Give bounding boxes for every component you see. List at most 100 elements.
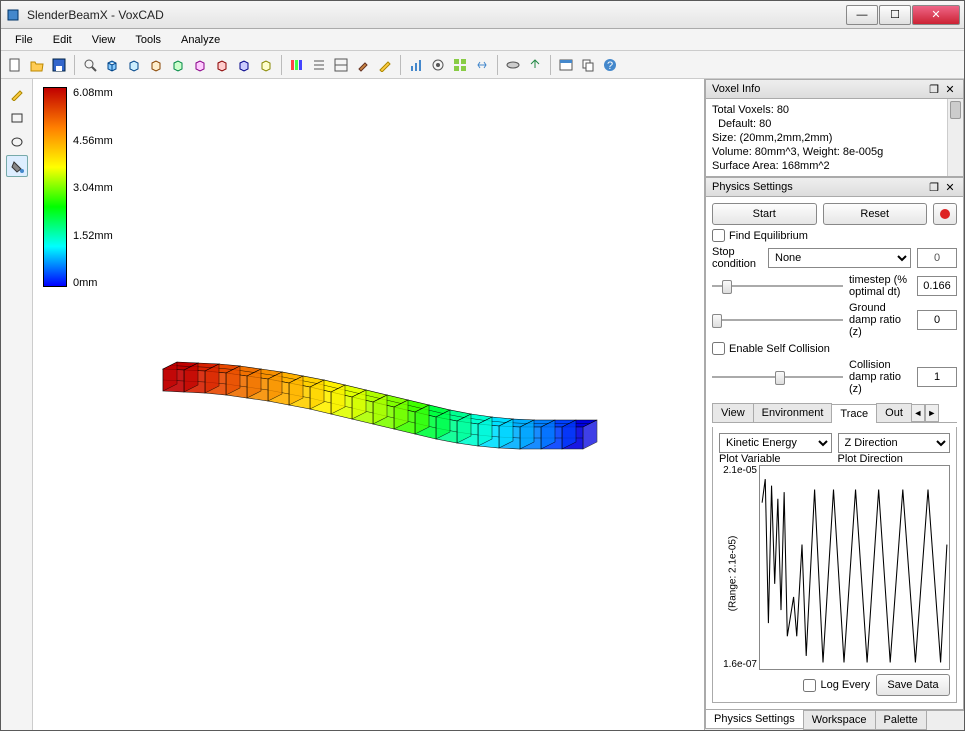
save-data-button[interactable]: Save Data bbox=[876, 674, 950, 696]
app-window: SlenderBeamX - VoxCAD — ☐ ✕ File Edit Vi… bbox=[0, 0, 965, 731]
tab-view[interactable]: View bbox=[712, 403, 754, 422]
cube4-icon[interactable] bbox=[168, 55, 188, 75]
voxel-info-line: Default: 80 bbox=[712, 117, 957, 131]
maximize-button[interactable]: ☐ bbox=[879, 5, 911, 25]
plot-direction-label: Plot Direction bbox=[838, 453, 951, 465]
pencil2-icon[interactable] bbox=[375, 55, 395, 75]
tab-trace[interactable]: Trace bbox=[831, 404, 877, 423]
brush-icon[interactable] bbox=[353, 55, 373, 75]
voxel-info-header[interactable]: Voxel Info ❐ ✕ bbox=[705, 79, 964, 99]
app-icon bbox=[5, 7, 21, 23]
window-icon[interactable] bbox=[556, 55, 576, 75]
menubar: File Edit View Tools Analyze bbox=[1, 29, 964, 51]
disk-icon[interactable] bbox=[503, 55, 523, 75]
start-button[interactable]: Start bbox=[712, 203, 817, 225]
ground-damp-value[interactable] bbox=[917, 310, 957, 330]
physics-title: Physics Settings bbox=[712, 181, 793, 193]
voxel-info-body: Total Voxels: 80 Default: 80 Size: (20mm… bbox=[705, 99, 964, 177]
voxel-info-title: Voxel Info bbox=[712, 83, 760, 95]
help-icon[interactable]: ? bbox=[600, 55, 620, 75]
color-legend: 6.08mm 4.56mm 3.04mm 1.52mm 0mm bbox=[43, 87, 113, 289]
tab-environment[interactable]: Environment bbox=[753, 403, 833, 422]
voxel-info-line: Size: (20mm,2mm,2mm) bbox=[712, 131, 957, 145]
cube3-icon[interactable] bbox=[146, 55, 166, 75]
chart-icon[interactable] bbox=[406, 55, 426, 75]
svg-text:?: ? bbox=[607, 60, 613, 72]
timestep-slider[interactable] bbox=[712, 278, 843, 294]
minimize-button[interactable]: — bbox=[846, 5, 878, 25]
tab-workspace[interactable]: Workspace bbox=[803, 711, 876, 730]
voxel-info-scrollbar[interactable] bbox=[947, 99, 963, 176]
menu-analyze[interactable]: Analyze bbox=[171, 32, 230, 48]
open-icon[interactable] bbox=[27, 55, 47, 75]
menu-view[interactable]: View bbox=[82, 32, 126, 48]
cube2-icon[interactable] bbox=[124, 55, 144, 75]
link-icon[interactable] bbox=[472, 55, 492, 75]
find-equilibrium-checkbox[interactable]: Find Equilibrium bbox=[712, 229, 957, 242]
toolbar: ? bbox=[1, 51, 964, 79]
collision-damp-label: Collision damp ratio (z) bbox=[849, 359, 911, 395]
grid-icon[interactable] bbox=[450, 55, 470, 75]
stop-condition-value bbox=[917, 248, 957, 268]
layers-icon[interactable] bbox=[331, 55, 351, 75]
palette-icon[interactable] bbox=[287, 55, 307, 75]
close-panel-icon[interactable]: ✕ bbox=[943, 180, 957, 194]
voxel-info-line: Surface Area: 168mm^2 bbox=[712, 159, 957, 173]
cube1-icon[interactable] bbox=[102, 55, 122, 75]
save-icon[interactable] bbox=[49, 55, 69, 75]
reset-button[interactable]: Reset bbox=[823, 203, 928, 225]
menu-edit[interactable]: Edit bbox=[43, 32, 82, 48]
timestep-value[interactable] bbox=[917, 276, 957, 296]
export-icon[interactable] bbox=[525, 55, 545, 75]
legend-tick: 3.04mm bbox=[73, 182, 113, 194]
pencil-tool-icon[interactable] bbox=[6, 83, 28, 105]
fill-tool-icon[interactable] bbox=[6, 155, 28, 177]
physics-header[interactable]: Physics Settings ❐ ✕ bbox=[705, 177, 964, 197]
collision-damp-slider[interactable] bbox=[712, 369, 843, 385]
voxel-info-line: Total Voxels: 80 bbox=[712, 103, 957, 117]
legend-tick: 4.56mm bbox=[73, 135, 113, 147]
left-toolbar bbox=[1, 79, 33, 730]
rect-tool-icon[interactable] bbox=[6, 107, 28, 129]
record-button[interactable] bbox=[933, 203, 957, 225]
viewport-3d[interactable]: 6.08mm 4.56mm 3.04mm 1.52mm 0mm bbox=[33, 79, 704, 730]
cube6-icon[interactable] bbox=[212, 55, 232, 75]
undock-icon[interactable]: ❐ bbox=[927, 180, 941, 194]
legend-gradient-bar bbox=[43, 87, 67, 287]
plot-range-label: (Range: 2.1e-05) bbox=[727, 535, 738, 611]
right-panel: Voxel Info ❐ ✕ Total Voxels: 80 Default:… bbox=[704, 79, 964, 730]
beam-mesh bbox=[153, 359, 613, 499]
tab-scroll-left[interactable]: ◄ bbox=[911, 404, 925, 422]
cube5-icon[interactable] bbox=[190, 55, 210, 75]
close-panel-icon[interactable]: ✕ bbox=[943, 82, 957, 96]
settings-icon[interactable] bbox=[428, 55, 448, 75]
cube7-icon[interactable] bbox=[234, 55, 254, 75]
legend-tick: 6.08mm bbox=[73, 87, 113, 99]
tab-palette[interactable]: Palette bbox=[875, 711, 927, 730]
tab-physics-settings[interactable]: Physics Settings bbox=[705, 710, 804, 729]
zoom-icon[interactable] bbox=[80, 55, 100, 75]
stop-condition-select[interactable]: None bbox=[768, 248, 911, 268]
titlebar[interactable]: SlenderBeamX - VoxCAD — ☐ ✕ bbox=[1, 1, 964, 29]
close-button[interactable]: ✕ bbox=[912, 5, 960, 25]
plot-direction-select[interactable]: Z Direction bbox=[838, 433, 951, 453]
menu-file[interactable]: File bbox=[5, 32, 43, 48]
new-icon[interactable] bbox=[5, 55, 25, 75]
stop-condition-label: Stop condition bbox=[712, 246, 762, 270]
list-icon[interactable] bbox=[309, 55, 329, 75]
collision-damp-value[interactable] bbox=[917, 367, 957, 387]
log-every-checkbox[interactable]: Log Every bbox=[803, 679, 870, 692]
tab-output[interactable]: Out bbox=[876, 403, 912, 422]
ground-damp-slider[interactable] bbox=[712, 312, 843, 328]
tab-scroll-right[interactable]: ► bbox=[925, 404, 939, 422]
circle-tool-icon[interactable] bbox=[6, 131, 28, 153]
timestep-label: timestep (% optimal dt) bbox=[849, 274, 911, 298]
window-title: SlenderBeamX - VoxCAD bbox=[27, 8, 845, 22]
menu-tools[interactable]: Tools bbox=[125, 32, 171, 48]
undock-icon[interactable]: ❐ bbox=[927, 82, 941, 96]
self-collision-checkbox[interactable]: Enable Self Collision bbox=[712, 342, 957, 355]
bottom-tabs: Physics Settings Workspace Palette bbox=[705, 710, 964, 730]
plot-variable-select[interactable]: Kinetic Energy bbox=[719, 433, 832, 453]
copy-icon[interactable] bbox=[578, 55, 598, 75]
cube8-icon[interactable] bbox=[256, 55, 276, 75]
